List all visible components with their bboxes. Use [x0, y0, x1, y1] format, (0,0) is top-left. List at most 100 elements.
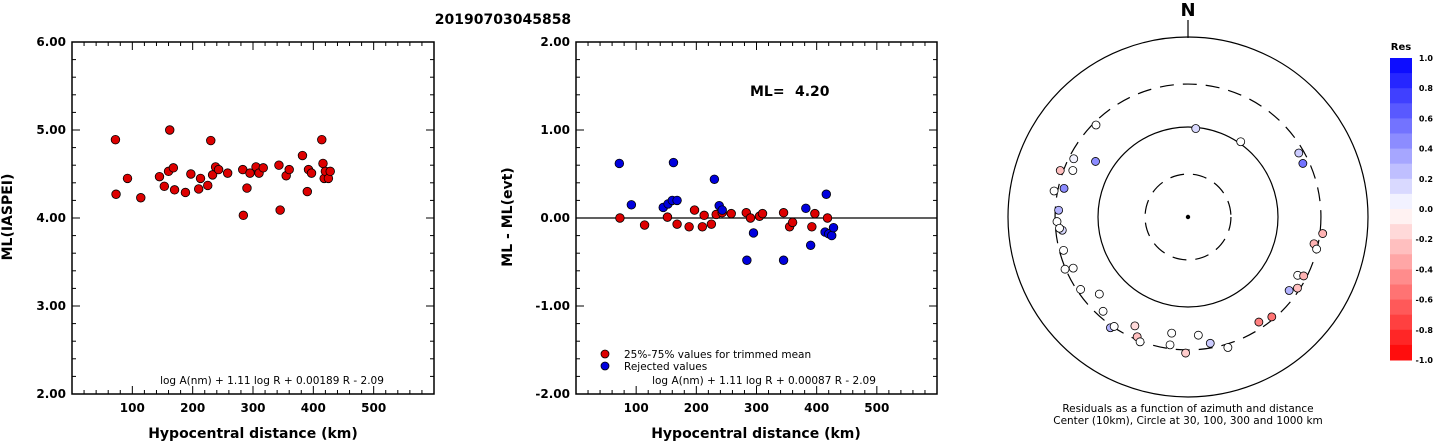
x-tick-label: 400 [804, 401, 829, 415]
data-point [672, 219, 682, 229]
data-point [615, 213, 625, 223]
data-point [748, 228, 759, 238]
y-tick-label: 1.00 [540, 123, 570, 137]
colorbar-tick-label: -0.6 [1416, 296, 1434, 305]
colorbar-segment [1390, 299, 1412, 316]
data-point [159, 181, 170, 192]
data-point [684, 222, 694, 232]
station-marker [1098, 306, 1108, 316]
station-marker [1049, 186, 1059, 196]
data-point [697, 222, 708, 232]
station-marker [1191, 124, 1201, 133]
data-point [726, 208, 736, 219]
x-tick-label: 100 [624, 401, 649, 415]
data-point [110, 134, 121, 145]
data-point [810, 208, 820, 219]
data-point [828, 222, 839, 233]
magnitude-formula: log A(nm) + 1.11 log R + 0.00087 R - 2.0… [652, 375, 876, 387]
station-marker [1284, 286, 1294, 295]
data-point [706, 219, 717, 229]
data-point [717, 205, 727, 215]
colorbar-segment [1390, 163, 1412, 180]
station-marker [1069, 154, 1079, 164]
station-marker [1299, 271, 1309, 281]
station-marker [1193, 330, 1203, 340]
colorbar-tick-label: 1.0 [1419, 54, 1434, 63]
data-point [778, 255, 789, 265]
data-point [318, 158, 328, 169]
data-point [757, 208, 768, 219]
colorbar-segment [1390, 148, 1412, 165]
polar-caption-line-2: Center (10km), Circle at 30, 100, 300 an… [1053, 415, 1323, 427]
data-point [206, 135, 216, 146]
station-marker [1091, 157, 1100, 166]
station-marker [1059, 245, 1068, 255]
ml-value: 4.20 [795, 84, 830, 100]
data-point [325, 166, 335, 177]
colorbar-segment [1390, 344, 1412, 361]
data-point [668, 157, 679, 168]
station-marker [1181, 348, 1191, 358]
polar-caption-line-1: Residuals as a function of azimuth and d… [1062, 403, 1313, 415]
data-point [672, 195, 682, 206]
colorbar-tick-label: -1.0 [1416, 356, 1434, 365]
station-marker [1091, 120, 1101, 130]
colorbar-segment [1390, 133, 1412, 150]
station-marker [1135, 337, 1145, 347]
x-tick-label: 200 [180, 401, 205, 415]
colorbar-segment [1390, 178, 1412, 195]
distance-ring-100km [1097, 126, 1279, 308]
station-marker [1055, 223, 1064, 233]
data-point [213, 164, 224, 175]
y-axis-label: ML(IASPEI) [0, 174, 16, 261]
colorbar-title: Res [1391, 42, 1411, 53]
ml-iaspei-scatter-panel: ML(IASPEI) Hypocentral distance (km) log… [0, 35, 435, 441]
data-point [275, 205, 285, 215]
colorbar-segment [1390, 269, 1412, 285]
y-tick-label: 0.00 [540, 211, 570, 225]
station-marker [1165, 340, 1175, 350]
data-point [302, 186, 313, 197]
x-tick-label: 500 [361, 401, 386, 415]
data-point [807, 222, 817, 232]
plot-frame [71, 41, 435, 395]
colorbar-segment [1390, 103, 1412, 119]
data-point [245, 168, 255, 178]
data-point [274, 160, 284, 170]
station-marker [1109, 322, 1119, 331]
data-point [614, 158, 625, 169]
data-point [787, 217, 798, 228]
ml-residual-scatter-panel: ML - ML(evt) Hypocentral distance (km) M… [500, 35, 938, 441]
x-tick-label: 200 [684, 401, 709, 415]
colorbar-segment [1390, 314, 1412, 331]
colorbar-segment [1390, 239, 1412, 255]
azimuth-residual-panel: N Residuals as a function of azimuth and… [1007, 0, 1434, 427]
x-tick-label: 100 [120, 401, 145, 415]
colorbar-tick-label: 0.8 [1419, 84, 1434, 93]
y-tick-label: -2.00 [535, 387, 570, 401]
colorbar-tick-label: 0.6 [1419, 114, 1434, 123]
station-marker [1312, 244, 1322, 254]
data-point [297, 150, 308, 161]
y-tick-label: 5.00 [36, 123, 66, 137]
station-marker [1236, 137, 1246, 147]
data-point [639, 220, 650, 230]
colorbar-tick-label: -0.4 [1416, 265, 1434, 274]
data-point [662, 212, 673, 222]
legend-label-trimmed-mean: 25%-75% values for trimmed mean [624, 349, 811, 361]
data-point [822, 213, 833, 223]
colorbar-segment [1390, 73, 1412, 89]
colorbar-segment [1390, 88, 1412, 104]
colorbar-segment [1390, 224, 1412, 240]
data-point [203, 180, 213, 191]
data-point [626, 200, 637, 210]
data-point [805, 240, 816, 250]
colorbar-tick-label: 0.0 [1419, 205, 1434, 214]
data-point [742, 255, 752, 265]
y-tick-label: 2.00 [540, 35, 570, 49]
y-tick-label: 2.00 [36, 387, 66, 401]
legend-label-rejected: Rejected values [624, 361, 707, 373]
data-point [242, 183, 252, 193]
data-point [122, 173, 133, 184]
